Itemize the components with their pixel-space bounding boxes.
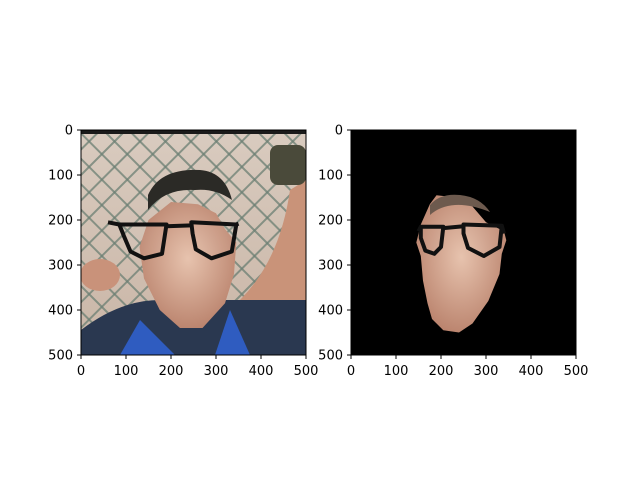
- y-tick-label: 100: [318, 169, 343, 184]
- hair-shape: [148, 169, 232, 210]
- glasses-overlay: [107, 220, 240, 261]
- y-tick-label: 100: [48, 169, 73, 184]
- x-tick-label: 0: [77, 364, 85, 379]
- x-tick-label: 500: [294, 364, 319, 379]
- x-tick-label: 300: [204, 364, 229, 379]
- segmented-face-shape: [416, 195, 507, 333]
- top-border-strip: [81, 130, 306, 134]
- glasses-bridge: [443, 224, 464, 231]
- y-tick-label: 400: [48, 304, 73, 319]
- x-tick-label: 500: [564, 364, 589, 379]
- glasses-right-temple: [235, 221, 240, 227]
- x-tick-label: 100: [384, 364, 409, 379]
- axes-frame: [80, 129, 307, 356]
- shirt-stripe-left: [120, 320, 175, 355]
- y-tick-label: 200: [318, 214, 343, 229]
- y-tick-label: 300: [48, 259, 73, 274]
- y-tick-label: 400: [318, 304, 343, 319]
- x-tick-label: 0: [347, 364, 355, 379]
- fist-shape: [81, 259, 120, 291]
- glasses-left-lens: [418, 224, 446, 256]
- forehead-shading: [430, 194, 490, 215]
- x-tick-label: 200: [429, 364, 454, 379]
- left-axes: 0 100 200 300 400 500 0 100 200 300 400 500: [48, 124, 318, 380]
- raised-arm: [240, 180, 306, 300]
- x-tick-label: 200: [159, 364, 184, 379]
- glasses-left-temple: [107, 220, 120, 227]
- x-tick-label: 400: [519, 364, 544, 379]
- y-tick-label: 500: [48, 349, 73, 364]
- right-axes: 0 100 200 300 400 500 0 100 200 300 400 500: [318, 124, 588, 380]
- x-tick-label: 400: [249, 364, 274, 379]
- y-tick-label: 0: [335, 124, 343, 139]
- segmented-image: [351, 130, 576, 355]
- left-image-panel: 0 100 200 300 400 500 0 100 200 300 400 500: [48, 124, 318, 380]
- axes-frame: [350, 129, 577, 356]
- glove-hand: [270, 145, 306, 185]
- photo-image: [81, 130, 306, 355]
- right-image-panel: 0 100 200 300 400 500 0 100 200 300 400 500: [318, 124, 588, 380]
- y-tick-label: 0: [65, 124, 73, 139]
- x-tick-label: 100: [114, 364, 139, 379]
- x-tick-label: 300: [474, 364, 499, 379]
- y-tick-label: 300: [318, 259, 343, 274]
- glasses-overlay: [416, 222, 506, 258]
- glasses-right-temple: [499, 225, 506, 235]
- shirt-stripe-right: [215, 310, 250, 355]
- glasses-bridge: [166, 223, 192, 229]
- glasses-left-temple: [416, 225, 423, 233]
- y-tick-label: 500: [318, 349, 343, 364]
- y-tick-label: 200: [48, 214, 73, 229]
